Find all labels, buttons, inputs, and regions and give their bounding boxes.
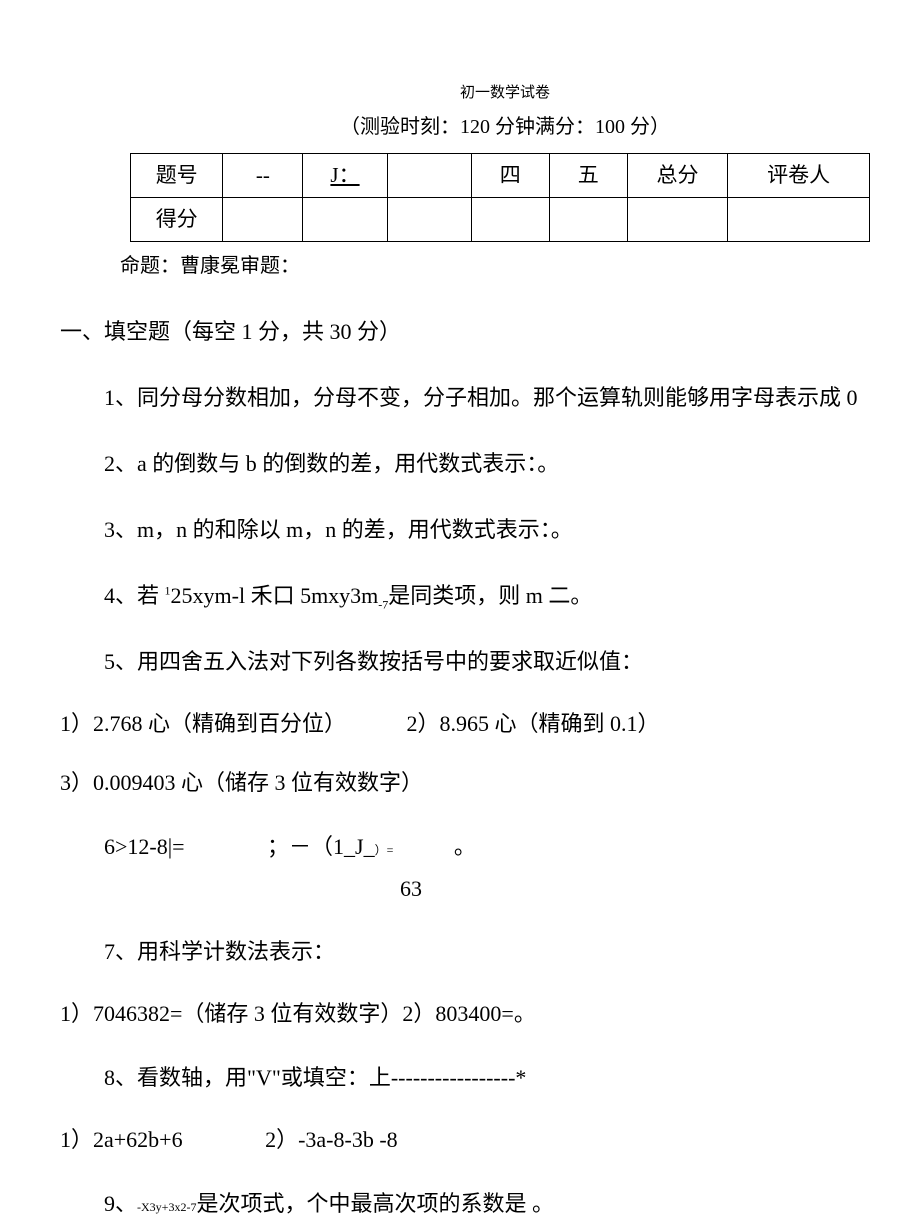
question-7: 7、用科学计数法表示： [60, 930, 860, 974]
question-7-sub1: 1）7046382=（储存 3 位有效数字）2）803400=。 [60, 994, 860, 1034]
question-6-line2: 63 [400, 869, 860, 909]
table-row: 题号 -- J： 四 五 总分 评卷人 [131, 154, 870, 198]
question-2: 2、a 的倒数与 b 的倒数的差，用代数式表示：。 [60, 442, 860, 486]
doc-subtitle: （测验时刻：120 分钟满分：100 分） [150, 109, 860, 145]
th-total: 总分 [627, 154, 728, 198]
td-blank [728, 198, 870, 242]
td-score-label: 得分 [131, 198, 223, 242]
author-line: 命题：曹康冕审题： [120, 248, 860, 284]
doc-title: 初一数学试卷 [150, 80, 860, 107]
td-blank [387, 198, 471, 242]
question-4: 4、若 125xym-l 禾口 5mxy3m-7是同类项，则 m 二。 [60, 574, 860, 618]
question-9: 9、-X3y+3x2-7是次项式，个中最高次项的系数是 。 [60, 1182, 860, 1226]
section-1-heading: 一、填空题（每空 1 分，共 30 分） [60, 312, 860, 352]
question-5: 5、用四舍五入法对下列各数按括号中的要求取近似值： [60, 640, 860, 684]
td-blank [303, 198, 387, 242]
question-8-sub1: 1）2a+62b+6 2）-3a-8-3b -8 [60, 1120, 860, 1160]
th-col1: -- [223, 154, 303, 198]
question-5-sub1: 1）2.768 心（精确到百分位） 2）8.965 心（精确到 0.1） [60, 704, 860, 744]
th-col5: 五 [549, 154, 627, 198]
question-3: 3、m，n 的和除以 m，n 的差，用代数式表示：。 [60, 508, 860, 552]
td-blank [549, 198, 627, 242]
question-5-sub2: 3）0.009403 心（储存 3 位有效数字） [60, 763, 860, 803]
th-grader: 评卷人 [728, 154, 870, 198]
table-row: 得分 [131, 198, 870, 242]
score-table: 题号 -- J： 四 五 总分 评卷人 得分 [130, 153, 870, 242]
question-1: 1、同分母分数相加，分母不变，分子相加。那个运算轨则能够用字母表示成 0 [60, 376, 860, 420]
td-blank [223, 198, 303, 242]
th-col4: 四 [471, 154, 549, 198]
td-blank [471, 198, 549, 242]
th-col3 [387, 154, 471, 198]
td-blank [627, 198, 728, 242]
question-6-line1: 6>12-8|= ；－（1_J_）= 。 [60, 825, 860, 869]
th-number: 题号 [131, 154, 223, 198]
question-8: 8、看数轴，用"V"或填空：上-----------------* [60, 1056, 860, 1100]
th-col2: J： [303, 154, 387, 198]
